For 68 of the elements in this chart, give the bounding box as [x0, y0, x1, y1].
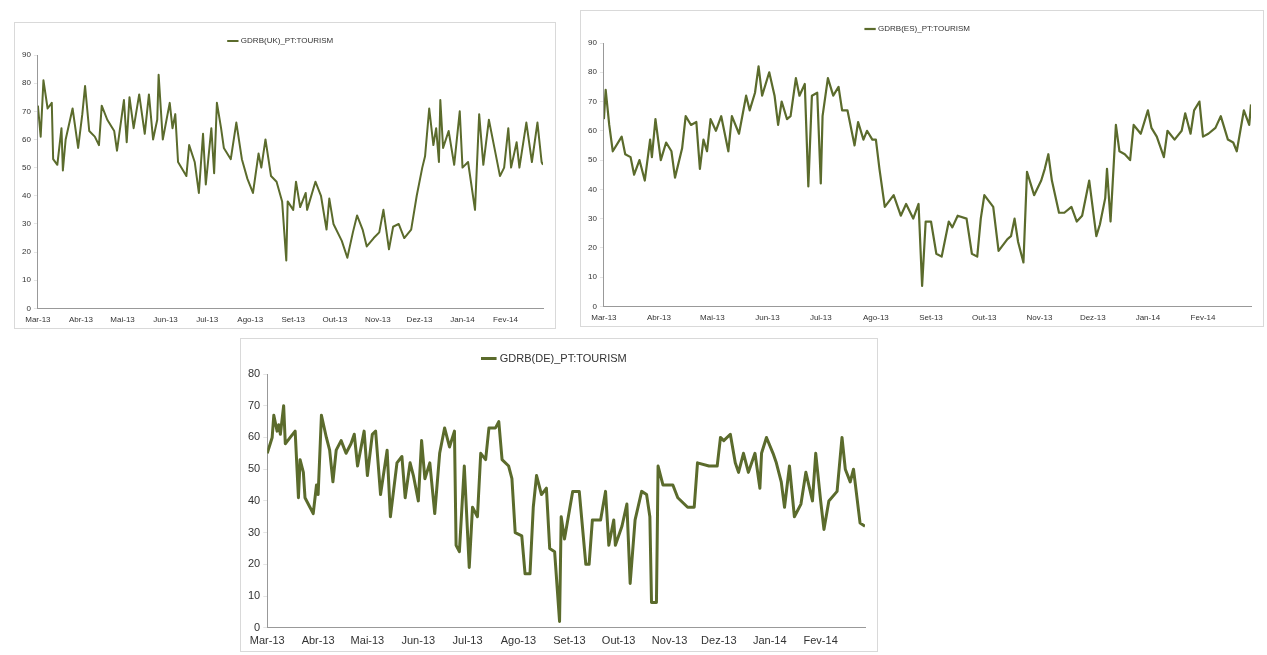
- x-tick-label: Nov-13: [1026, 313, 1053, 323]
- y-tick-label: 70: [587, 96, 598, 106]
- y-tick-label: 80: [247, 367, 261, 380]
- y-tick-label: 0: [592, 301, 598, 311]
- x-tick-label: Ago-13: [237, 315, 264, 325]
- x-tick-label: Dez-13: [1079, 313, 1107, 323]
- x-tick-label: Ago-13: [500, 634, 537, 647]
- y-tick-label: 90: [587, 38, 598, 48]
- y-tick-label: 10: [587, 272, 598, 282]
- x-tick-label: Jul-13: [809, 313, 833, 323]
- x-tick-label: Fev-14: [1190, 313, 1216, 323]
- y-tick-label: 20: [587, 243, 598, 253]
- y-tick-label: 60: [247, 430, 261, 443]
- x-tick-label: Set-13: [281, 315, 306, 325]
- x-tick-label: Jan-14: [450, 315, 476, 325]
- y-tick-label: 50: [247, 462, 261, 475]
- y-tick-label: 50: [587, 155, 598, 165]
- x-tick-label: Abr-13: [68, 315, 94, 325]
- y-tick-label: 60: [21, 134, 32, 144]
- y-tick-label: 70: [247, 398, 261, 411]
- y-tick-label: 30: [247, 525, 261, 538]
- y-tick-label: 60: [587, 126, 598, 135]
- y-tick-label: 40: [587, 184, 598, 194]
- x-tick-label: Dez-13: [406, 315, 433, 325]
- y-tick-label: 20: [21, 247, 32, 257]
- y-tick-label: 80: [587, 67, 598, 77]
- y-tick-label: 20: [247, 557, 261, 570]
- x-tick-label: Fev-14: [803, 634, 838, 647]
- x-tick-label: Nov-13: [364, 315, 392, 325]
- x-tick-label: Jun-13: [755, 313, 781, 323]
- legend-label: GDRB(UK)_PT:TOURISM: [240, 36, 334, 46]
- legend-label: GDRB(ES)_PT:TOURISM: [878, 24, 971, 34]
- y-tick-label: 40: [21, 190, 32, 200]
- x-tick-label: Jun-13: [153, 315, 179, 325]
- x-tick-label: Out-13: [601, 634, 636, 647]
- x-tick-label: Set-13: [919, 313, 944, 323]
- x-tick-label: Dez-13: [701, 634, 737, 647]
- y-tick-label: 70: [21, 106, 32, 116]
- x-tick-label: Jun-13: [401, 634, 436, 647]
- x-tick-label: Mar-13: [25, 315, 52, 325]
- y-tick-label: 10: [21, 275, 32, 285]
- x-tick-label: Jul-13: [196, 315, 219, 325]
- x-tick-label: Ago-13: [863, 313, 890, 323]
- y-tick-label: 80: [21, 78, 32, 88]
- x-tick-label: Set-13: [553, 634, 586, 647]
- x-tick-label: Fev-14: [493, 315, 519, 325]
- x-tick-label: Abr-13: [301, 634, 335, 647]
- x-tick-label: Out-13: [972, 313, 998, 323]
- x-tick-label: Out-13: [322, 315, 348, 325]
- y-tick-label: 50: [21, 162, 32, 172]
- y-tick-label: 0: [254, 620, 261, 633]
- x-tick-label: Abr-13: [647, 313, 672, 323]
- x-tick-label: Mai-13: [700, 313, 726, 323]
- x-tick-label: Jan-14: [1135, 313, 1161, 323]
- x-tick-label: Mai-13: [110, 315, 136, 325]
- x-tick-label: Mai-13: [350, 634, 385, 647]
- y-tick-label: 10: [247, 589, 261, 602]
- legend-label: GDRB(DE)_PT:TOURISM: [499, 351, 627, 364]
- x-tick-label: Nov-13: [651, 634, 688, 647]
- y-tick-label: 0: [26, 303, 32, 313]
- y-tick-label: 40: [247, 493, 261, 506]
- x-tick-label: Mar-13: [249, 634, 285, 647]
- y-tick-label: 30: [587, 213, 598, 223]
- x-tick-label: Jan-14: [752, 634, 787, 647]
- y-tick-label: 90: [21, 50, 32, 60]
- x-tick-label: Mar-13: [591, 313, 618, 323]
- y-tick-label: 30: [21, 219, 32, 229]
- x-tick-label: Jul-13: [452, 634, 483, 647]
